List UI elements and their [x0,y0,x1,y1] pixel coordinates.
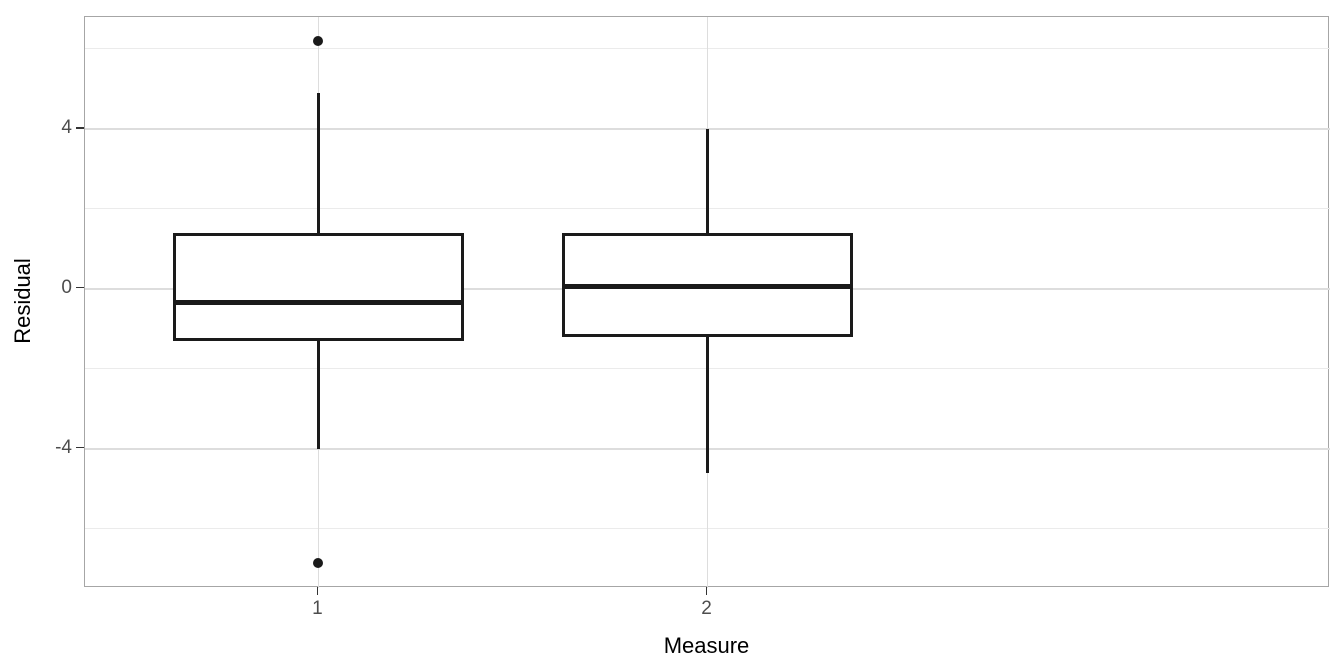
median-line-2 [561,284,854,290]
x-tick-label-2: 2 [701,598,712,619]
plot-panel [84,16,1330,588]
y-tick-mark-4 [76,127,84,129]
x-tick-mark-2 [705,587,708,595]
x-tick-mark-1 [316,587,319,595]
x-tick-label-1: 1 [312,598,323,619]
x-axis-title: Measure [663,633,750,658]
y-tick-mark--4 [76,447,84,449]
median-line-1 [172,300,465,306]
y-tick-label--4: -4 [55,437,72,459]
y-axis-title: Residual [10,258,35,344]
lower-whisker-1 [317,340,320,449]
y-tick-label-4: 4 [61,117,72,139]
y-tick-mark-0 [76,287,84,289]
lower-whisker-2 [706,336,709,473]
upper-whisker-2 [706,128,709,233]
iqr-box-1 [172,232,465,341]
outlier-point-1-1 [313,557,324,568]
upper-whisker-1 [317,92,320,233]
y-tick-label-0: 0 [61,277,72,299]
outlier-point-1-0 [313,35,324,46]
